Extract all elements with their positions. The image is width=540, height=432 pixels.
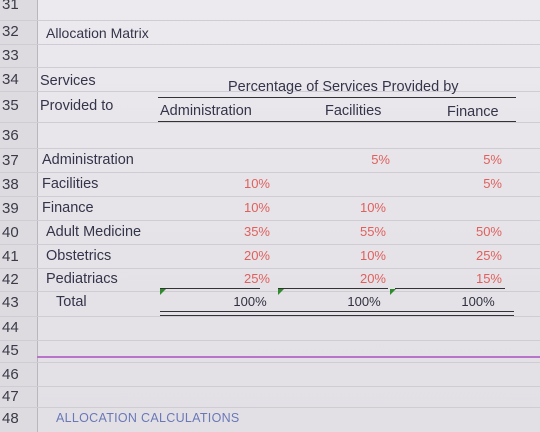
- row-divider: [0, 91, 540, 92]
- total-administration[interactable]: 100%: [233, 294, 267, 309]
- cell-pediatriacs-finance[interactable]: 15%: [475, 271, 502, 286]
- row-divider: [0, 316, 540, 317]
- row-label-facilities[interactable]: Facilities: [42, 176, 99, 192]
- cell-facilities-finance[interactable]: 5%: [483, 176, 502, 191]
- row-number[interactable]: 40: [2, 224, 19, 241]
- row-label-administration[interactable]: Administration: [42, 152, 134, 168]
- header-finance[interactable]: Finance: [447, 104, 499, 120]
- row-number[interactable]: 32: [2, 23, 19, 40]
- section-separator: [37, 356, 540, 358]
- cell-pediatriacs-facilities[interactable]: 20%: [359, 271, 386, 286]
- row-divider: [0, 220, 540, 221]
- sum-line: [278, 288, 388, 289]
- error-marker-icon: [160, 289, 166, 295]
- row-header-column: [0, 0, 38, 432]
- total-double-underline: [160, 311, 514, 316]
- total-facilities[interactable]: 100%: [347, 294, 381, 309]
- allocation-matrix-title[interactable]: Allocation Matrix: [46, 25, 149, 41]
- error-marker-icon: [390, 289, 396, 295]
- row-divider: [0, 386, 540, 387]
- row-number[interactable]: 35: [2, 97, 19, 114]
- row-divider: [0, 44, 540, 45]
- sum-line: [395, 288, 505, 289]
- error-marker-icon: [278, 289, 284, 295]
- row-number[interactable]: 36: [2, 127, 19, 144]
- row-divider: [0, 362, 540, 363]
- row-divider: [0, 172, 540, 173]
- row-divider: [0, 148, 540, 149]
- header-underline: [158, 97, 516, 98]
- row-number[interactable]: 48: [2, 410, 19, 427]
- row-number[interactable]: 43: [2, 294, 19, 311]
- cell-adult-medicine-administration[interactable]: 35%: [243, 224, 270, 239]
- row-divider: [0, 340, 540, 341]
- header-administration[interactable]: Administration: [160, 103, 252, 119]
- cell-obstetrics-administration[interactable]: 20%: [243, 248, 270, 263]
- header-percentage-provided-by[interactable]: Percentage of Services Provided by: [228, 79, 459, 95]
- row-number[interactable]: 44: [2, 319, 19, 336]
- allocation-calculations-title[interactable]: ALLOCATION CALCULATIONS: [56, 411, 240, 425]
- row-number[interactable]: 37: [2, 152, 19, 169]
- cell-adult-medicine-facilities[interactable]: 55%: [359, 224, 386, 239]
- row-label-finance[interactable]: Finance: [42, 200, 94, 216]
- header-services[interactable]: Services: [40, 73, 96, 89]
- cell-pediatriacs-administration[interactable]: 25%: [243, 271, 270, 286]
- row-divider: [0, 67, 540, 68]
- row-divider: [0, 407, 540, 408]
- header-provided-to[interactable]: Provided to: [40, 98, 114, 114]
- header-facilities[interactable]: Facilities: [325, 103, 382, 119]
- row-number[interactable]: 31: [2, 0, 19, 13]
- sum-line: [160, 288, 260, 289]
- cell-administration-facilities[interactable]: 5%: [371, 152, 390, 167]
- row-number[interactable]: 39: [2, 200, 19, 217]
- row-number[interactable]: 45: [2, 342, 19, 359]
- row-label-total[interactable]: Total: [56, 294, 87, 310]
- row-divider: [0, 268, 540, 269]
- row-number[interactable]: 42: [2, 271, 19, 288]
- row-number[interactable]: 33: [2, 47, 19, 64]
- row-number[interactable]: 38: [2, 176, 19, 193]
- cell-obstetrics-finance[interactable]: 25%: [475, 248, 502, 263]
- row-number[interactable]: 41: [2, 248, 19, 265]
- row-divider: [0, 244, 540, 245]
- row-divider: [0, 20, 540, 21]
- row-divider: [0, 122, 540, 123]
- cell-adult-medicine-finance[interactable]: 50%: [475, 224, 502, 239]
- row-label-pediatriacs[interactable]: Pediatriacs: [46, 271, 118, 287]
- total-finance[interactable]: 100%: [461, 294, 495, 309]
- row-number[interactable]: 47: [2, 388, 19, 405]
- row-number[interactable]: 34: [2, 71, 19, 88]
- row-number[interactable]: 46: [2, 366, 19, 383]
- cell-obstetrics-facilities[interactable]: 10%: [359, 248, 386, 263]
- row-label-adult-medicine[interactable]: Adult Medicine: [46, 224, 142, 240]
- cell-facilities-administration[interactable]: 10%: [243, 176, 270, 191]
- row-label-obstetrics[interactable]: Obstetrics: [46, 248, 112, 264]
- cell-administration-finance[interactable]: 5%: [483, 152, 502, 167]
- row-divider: [0, 291, 540, 292]
- header-underline: [158, 121, 516, 122]
- row-divider: [0, 196, 540, 197]
- cell-finance-administration[interactable]: 10%: [243, 200, 270, 215]
- cell-finance-facilities[interactable]: 10%: [359, 200, 386, 215]
